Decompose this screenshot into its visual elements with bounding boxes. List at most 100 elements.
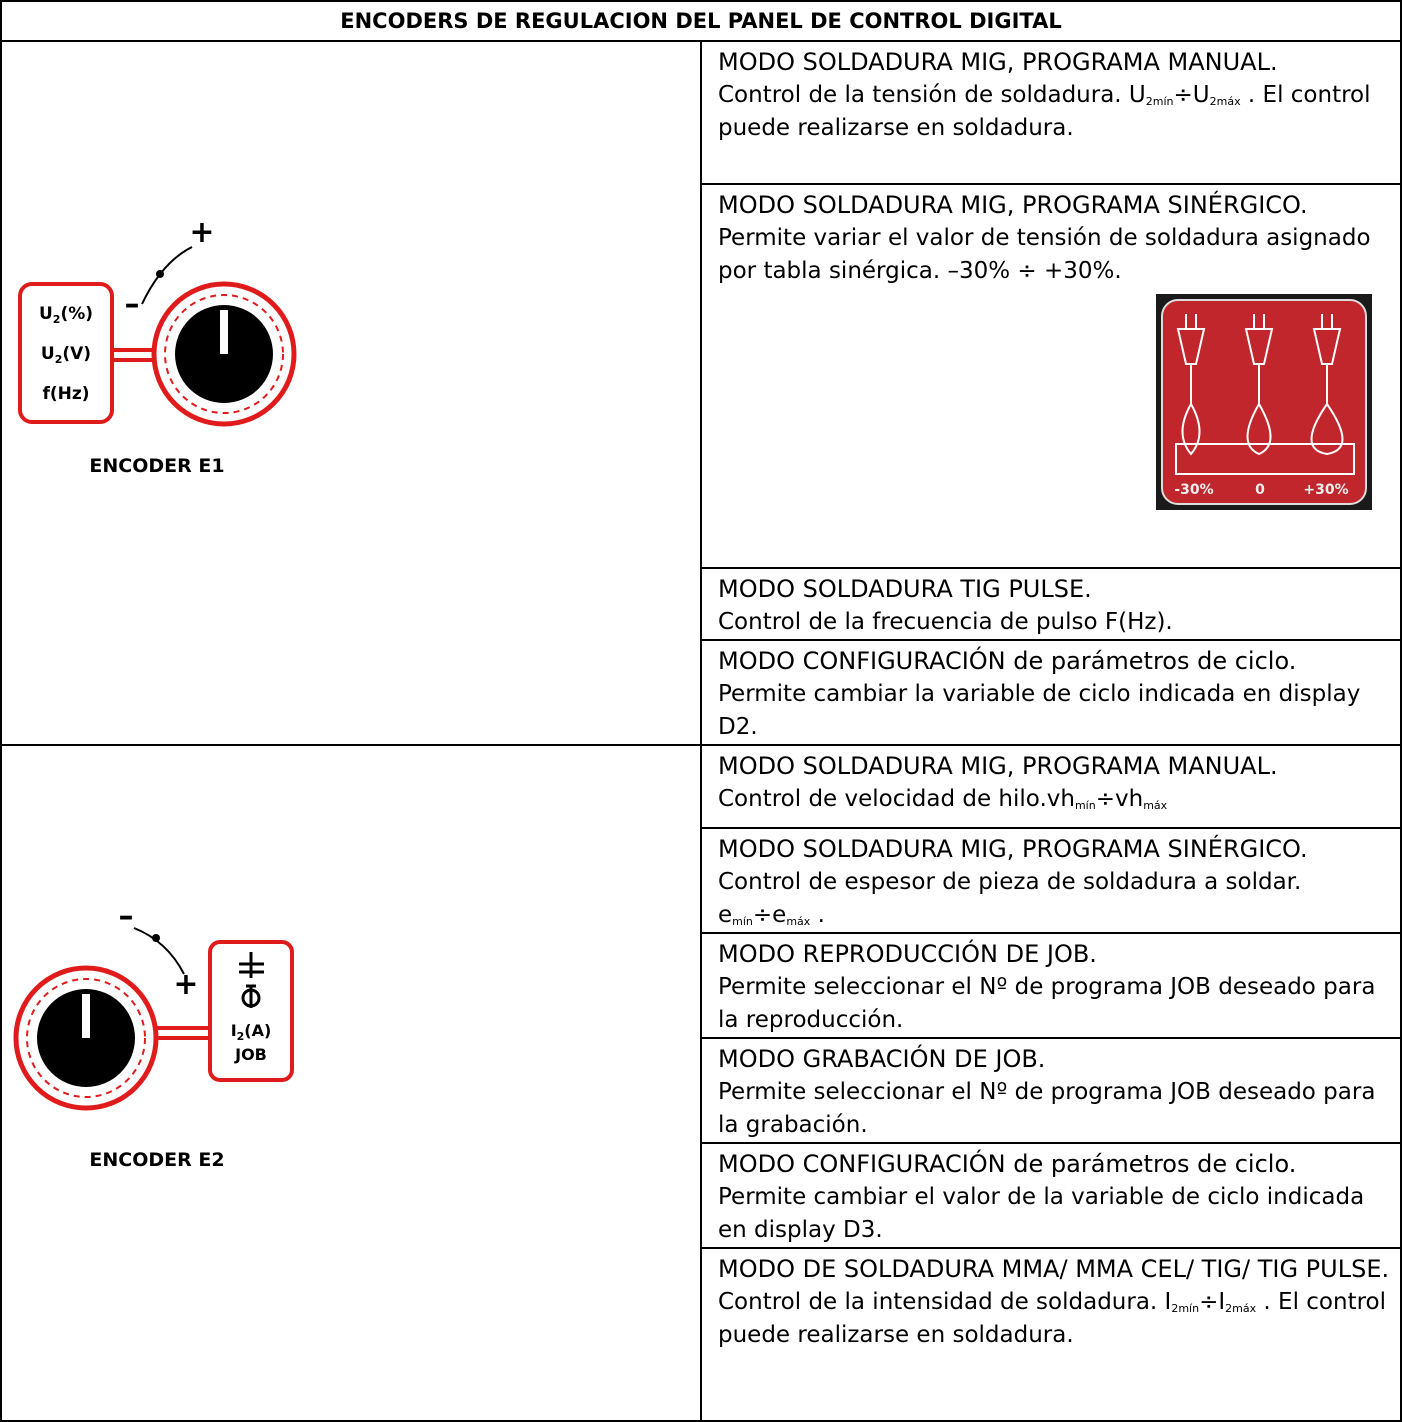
text: ÷U (1173, 82, 1210, 108)
text: Control de espesor de pieza de soldadura… (718, 869, 1302, 928)
text: I (231, 1021, 237, 1040)
knob-label: JOB (234, 1045, 267, 1064)
subscript: 2 (55, 353, 63, 366)
row: MODO SOLDADURA MIG, PROGRAMA SINÉRGICO. P… (1, 183, 1402, 569)
encoder-drawing: U2​(%) U2​(V) f(Hz) + – ENCODER E1 (18, 215, 297, 477)
subscript: mín (732, 915, 753, 928)
text: f(Hz) (42, 384, 89, 404)
mode-title: MODO SOLDADURA MIG, PROGRAMA SINÉRGICO. (718, 835, 1308, 863)
knob-label: U2​(%) (39, 304, 93, 326)
adjust-arrow (141, 246, 193, 305)
mode-cell: MODO SOLDADURA TIG PULSE. Control de la f… (700, 567, 1402, 641)
minus-sign: – (125, 287, 140, 322)
dot (152, 934, 160, 942)
mode-description: Permite seleccionar el Nº de programa JO… (710, 971, 1390, 1037)
adjust-arrow (133, 927, 185, 975)
mode-title: MODO SOLDADURA MIG, PROGRAMA MANUAL. (718, 752, 1278, 780)
mode-title: MODO DE SOLDADURA MMA/ MMA CEL/ TIG/ TIG… (718, 1255, 1390, 1283)
mode-description: Permite cambiar la variable de ciclo ind… (710, 678, 1390, 744)
knob-dash (26, 978, 146, 1098)
text: (A) (244, 1021, 271, 1040)
subscript: máx (786, 915, 811, 928)
row: MODO SOLDADURA MIG, PROGRAMA SINÉRGICO. C… (1, 827, 1402, 934)
text: (V) (62, 344, 91, 364)
connector (112, 348, 154, 362)
plus-sign: + (189, 215, 214, 250)
mode-description: Permite variar el valor de tensión de so… (710, 222, 1390, 288)
text: Permite seleccionar el Nº de programa JO… (718, 974, 1376, 1033)
subscript: máx (1143, 799, 1168, 812)
text: U (41, 344, 55, 364)
minus-sign: – (119, 899, 134, 934)
mode-description: Permite cambiar el valor de la variable … (710, 1181, 1390, 1247)
row: MODO CONFIGURACIÓN de parámetros de cicl… (1, 639, 1402, 746)
text: . (810, 902, 825, 928)
knob-indicator (82, 994, 90, 1038)
text: Control de la intensidad de soldadura. I (718, 1289, 1172, 1315)
text: Control de la tensión de soldadura. U (718, 82, 1146, 108)
mode-title: MODO SOLDADURA MIG, PROGRAMA SINÉRGICO. (718, 191, 1308, 219)
mode-title: MODO CONFIGURACIÓN de parámetros de cicl… (718, 1150, 1297, 1178)
subscript: 2 (53, 313, 61, 326)
figure-panel (1161, 299, 1367, 505)
mode-cell: MODO REPRODUCCIÓN DE JOB. Permite selecci… (700, 932, 1402, 1039)
knob-label: U2​(V) (41, 344, 91, 366)
mode-cell: MODO CONFIGURACIÓN de parámetros de cicl… (700, 639, 1402, 746)
subscript: mín (1074, 799, 1096, 812)
subscript: 2máx (1225, 1302, 1257, 1315)
mode-description: Control de espesor de pieza de soldadura… (710, 866, 1390, 932)
mode-cell: MODO CONFIGURACIÓN de parámetros de cicl… (700, 1142, 1402, 1249)
dot (156, 270, 164, 278)
encoder-label: ENCODER E1 (89, 455, 224, 477)
mode-cell: MODO SOLDADURA MIG, PROGRAMA MANUAL. Cont… (700, 744, 1402, 829)
mode-cell: MODO GRABACIÓN DE JOB. Permite selecciona… (700, 1037, 1402, 1144)
mode-title: MODO SOLDADURA TIG PULSE. (718, 575, 1092, 603)
mode-cell: MODO SOLDADURA MIG, PROGRAMA MANUAL. Cont… (700, 40, 1402, 185)
mode-cell: MODO SOLDADURA MIG, PROGRAMA SINÉRGICO. P… (700, 183, 1402, 569)
mode-title: MODO GRABACIÓN DE JOB. (718, 1045, 1046, 1073)
subscript: 2mín (1171, 1302, 1200, 1315)
subscript: 2mín (1145, 95, 1174, 108)
figure-label: 0 (1255, 482, 1265, 498)
mode-title: MODO REPRODUCCIÓN DE JOB. (718, 940, 1097, 968)
header-row: ENCODERS DE REGULACION DEL PANEL DE CONT… (0, 0, 1402, 42)
drop-figure: -30% 0 +30% (1156, 294, 1372, 510)
connector (156, 1026, 210, 1040)
encoder-cell: U2​(%) U2​(V) f(Hz) + – ENCODER E1 (0, 40, 702, 746)
knob-dash (164, 294, 284, 414)
text: (%) (60, 304, 93, 324)
row: MODO SOLDADURA TIG PULSE. Control de la f… (1, 567, 1402, 641)
text: Permite cambiar la variable de ciclo ind… (718, 681, 1361, 740)
text: Permite cambiar el valor de la variable … (718, 1184, 1365, 1243)
knob-label: f(Hz) (42, 384, 89, 404)
table-title: ENCODERS DE REGULACION DEL PANEL DE CONT… (0, 0, 1402, 42)
figure-label: -30% (1174, 482, 1213, 498)
mode-cell: MODO SOLDADURA MIG, PROGRAMA SINÉRGICO. C… (700, 827, 1402, 934)
encoder-drawing: I2​(A) JOB – + ENCODER E2 (13, 899, 294, 1171)
mode-cell: MODO DE SOLDADURA MMA/ MMA CEL/ TIG/ TIG… (700, 1247, 1402, 1422)
mode-description: Control de velocidad de hilo.vhmín÷vhmáx (710, 783, 1390, 816)
encoder-cell: I2​(A) JOB – + ENCODER E2 (0, 744, 702, 1422)
row: MODO GRABACIÓN DE JOB. Permite selecciona… (1, 1037, 1402, 1144)
text: . El control puede realizarse en soldadu… (718, 82, 1371, 141)
text: Control de la frecuencia de pulso F(Hz). (718, 609, 1173, 635)
text: ÷e (752, 902, 787, 928)
mode-description: Control de la tensión de soldadura. U2mí… (710, 79, 1390, 145)
text: U (39, 304, 53, 324)
figure-label: +30% (1303, 482, 1348, 498)
mode-description: Permite seleccionar el Nº de programa JO… (710, 1076, 1390, 1142)
label-box (208, 940, 294, 1082)
mode-description: Control de la frecuencia de pulso F(Hz). (710, 606, 1390, 639)
subscript: 2máx (1209, 95, 1241, 108)
text: JOB (234, 1045, 267, 1064)
thickness-icon (239, 952, 264, 1008)
text: Permite seleccionar el Nº de programa JO… (718, 1079, 1376, 1138)
knob-indicator (220, 310, 228, 354)
text: Control de velocidad de hilo.vh (718, 786, 1075, 812)
text: ÷I (1199, 1289, 1226, 1315)
knob-label: I2​(A) (231, 1021, 272, 1043)
row: MODO REPRODUCCIÓN DE JOB. Permite selecci… (1, 932, 1402, 1039)
encoder-label: ENCODER E2 (89, 1149, 224, 1171)
